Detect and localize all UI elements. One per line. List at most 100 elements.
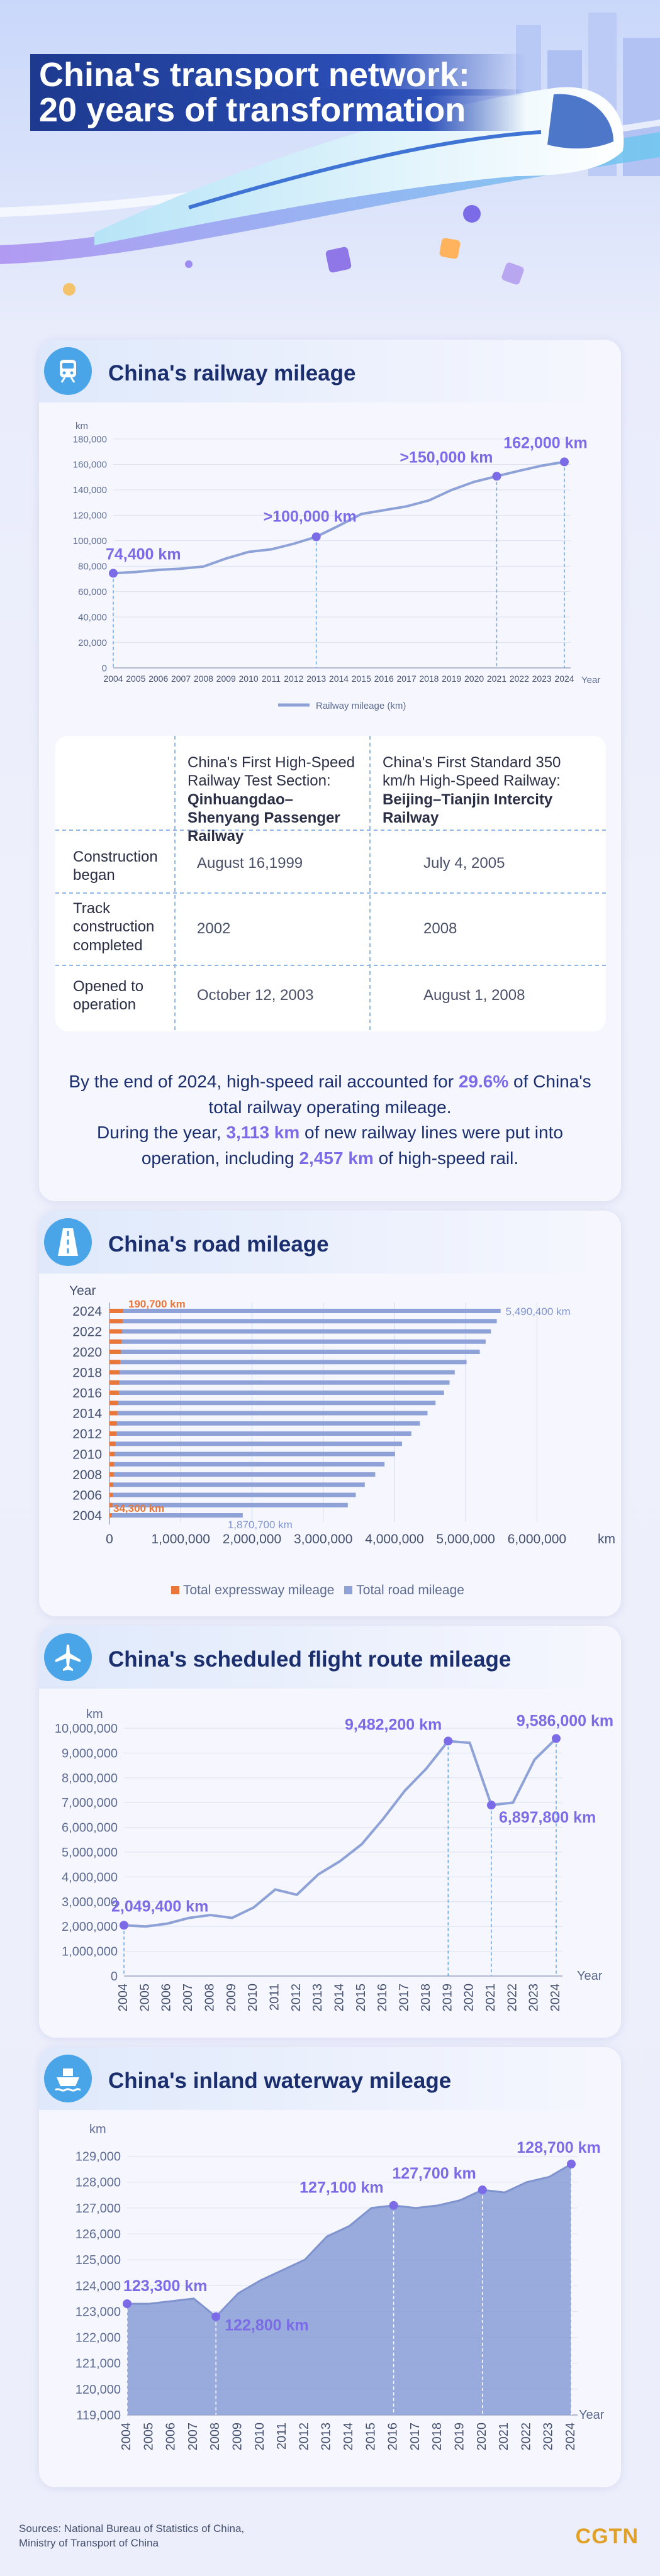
railway-section-title: China's railway mileage [108, 361, 356, 386]
summary-highlight: 29.6% [458, 1072, 509, 1091]
y-tick-label: 122,000 [76, 2331, 121, 2345]
x-tick-label: 2021 [484, 1984, 498, 2012]
road-expressway-bar [109, 1472, 114, 1477]
data-point [552, 1734, 561, 1743]
road-expressway-bar [109, 1391, 119, 1395]
data-point [444, 1736, 453, 1746]
data-label: 128,700 km [517, 2139, 600, 2157]
waterway-section-title: China's inland waterway mileage [108, 2068, 452, 2093]
y-tick-label: 2,000,000 [62, 1920, 118, 1934]
summary-highlight: 3,113 km [226, 1123, 300, 1143]
data-label: 190,700 km [128, 1298, 186, 1310]
x-tick-label: 2017 [408, 2423, 422, 2451]
x-tick-label: 2023 [527, 1984, 541, 2012]
railway-summary: By the end of 2024, high-speed rail acco… [39, 1069, 621, 1171]
x-tick-label: 2015 [352, 674, 371, 684]
x-tick-label: 2009 [225, 1984, 238, 2012]
y-tick-label: 100,000 [73, 536, 107, 547]
road-expressway-bar [109, 1309, 123, 1313]
road-total-bar [109, 1360, 467, 1365]
road-legend: Total expressway mileage Total road mile… [171, 1583, 464, 1598]
y-tick-label: 40,000 [78, 612, 107, 623]
page-title-line-2: 20 years of transformation [30, 89, 526, 131]
y-tick-label: 2022 [72, 1325, 102, 1340]
table-cell: July 4, 2005 [423, 855, 505, 872]
section-band [39, 2047, 621, 2110]
y-axis-unit: km [76, 421, 88, 431]
road-chart: 0 1,000,000 2,000,000 3,000,000 4,000,000 5,0… [69, 1284, 615, 1546]
y-tick-label: 0 [102, 663, 107, 674]
y-tick-label: 2020 [72, 1345, 102, 1360]
x-tick-label: 2020 [462, 1984, 476, 2012]
data-point [478, 2185, 487, 2195]
x-tick-label: 2019 [440, 1984, 454, 2012]
y-tick-label: 0 [111, 1970, 118, 1984]
waterway-card: China's inland waterway mileage 119,000 1… [39, 2047, 621, 2487]
x-tick-label: 2012 [284, 674, 303, 684]
series-line [127, 2163, 572, 2318]
summary-text: During the year, [97, 1123, 227, 1143]
x-tick-label: 2008 [194, 674, 213, 684]
data-label: 9,586,000 km [517, 1712, 613, 1729]
x-tick-label: 2007 [171, 674, 191, 684]
road-expressway-bar [109, 1380, 120, 1385]
road-total-bar [109, 1380, 450, 1385]
table-grid [55, 736, 606, 1031]
x-tick-label: 2006 [148, 674, 168, 684]
x-tick-label: 2009 [216, 674, 236, 684]
road-expressway-bar [109, 1350, 121, 1354]
summary-text: By the end of 2024, high-speed rail acco… [69, 1072, 459, 1091]
road-expressway-bar [109, 1513, 112, 1518]
road-total-bar [109, 1513, 243, 1518]
road-expressway-bar [109, 1360, 120, 1365]
y-tick-label: 2014 [72, 1407, 102, 1421]
data-point [123, 2299, 131, 2309]
road-icon [44, 1218, 92, 1266]
series-line [113, 460, 565, 575]
table-col2-header: China's First Standard 350 km/h High-Spe… [383, 753, 596, 827]
legend-label: Total expressway mileage [183, 1583, 335, 1597]
x-tick-label: 2006 [164, 2423, 178, 2451]
road-expressway-bar [109, 1452, 115, 1457]
road-expressway-bar [109, 1502, 113, 1507]
data-label: >100,000 km [264, 508, 357, 526]
x-tick-label: 2023 [532, 674, 552, 684]
road-total-bar [109, 1492, 356, 1497]
x-tick-label: 2010 [253, 2423, 267, 2451]
data-label: 74,400 km [106, 546, 181, 564]
col1-subtitle: China's First High-Speed Railway Test Se… [187, 754, 355, 790]
data-label: 5,490,400 km [506, 1306, 571, 1318]
x-tick-label: 2015 [354, 1984, 368, 2012]
y-tick-label: 10,000,000 [55, 1722, 118, 1736]
x-tick-label: 2013 [320, 2423, 333, 2451]
y-tick-label: 3,000,000 [62, 1896, 118, 1909]
data-point [492, 472, 501, 481]
table-row-label: Opened to operation [73, 978, 144, 1014]
data-label: 1,870,700 km [228, 1519, 293, 1531]
x-axis-title: Year [581, 675, 600, 686]
x-tick-label: 2019 [442, 674, 461, 684]
data-label: >150,000 km [400, 448, 493, 466]
table-cell: 2002 [197, 920, 231, 937]
data-point [560, 457, 569, 467]
data-point [211, 2312, 221, 2321]
x-tick-label: 2004 [116, 1984, 130, 2012]
y-tick-label: 2010 [72, 1448, 102, 1462]
summary-text: of China's total railway operating milea… [208, 1072, 591, 1117]
y-tick-label: 2004 [72, 1509, 102, 1523]
road-card: China's road mileage 0 1,000,000 2,000,000… [39, 1211, 621, 1616]
flight-chart: 0 1,000,000 2,000,000 3,000,000 4,000,000 5,0… [55, 1707, 613, 2012]
y-tick-label: 127,000 [76, 2202, 121, 2216]
x-tick-label: 2014 [329, 674, 349, 684]
page-title-line-1: China's transport network: [30, 54, 526, 96]
x-tick-label: 2022 [505, 1984, 519, 2012]
y-tick-label: 2008 [72, 1468, 102, 1482]
x-tick-label: 2005 [138, 1984, 152, 2012]
y-tick-label: 125,000 [76, 2253, 121, 2267]
x-tick-label: 0 [106, 1532, 113, 1546]
table-cell: August 1, 2008 [423, 987, 525, 1004]
col2-railway-name: Beijing–Tianjin Intercity Railway [383, 791, 553, 826]
x-tick-label: 2012 [297, 2423, 311, 2451]
section-band [39, 340, 621, 402]
x-tick-label: 2021 [497, 2423, 511, 2451]
